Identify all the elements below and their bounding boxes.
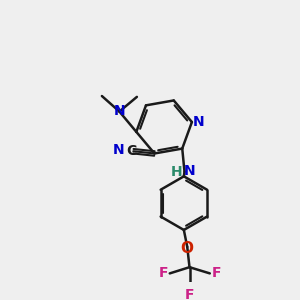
Text: N: N (184, 164, 195, 178)
Text: O: O (181, 241, 194, 256)
Text: N: N (192, 115, 204, 129)
Text: H: H (171, 165, 182, 179)
Text: C: C (126, 144, 136, 158)
Text: F: F (185, 288, 194, 300)
Text: N: N (114, 104, 125, 118)
Text: N: N (113, 143, 124, 157)
Text: F: F (159, 266, 168, 280)
Text: F: F (211, 266, 221, 280)
